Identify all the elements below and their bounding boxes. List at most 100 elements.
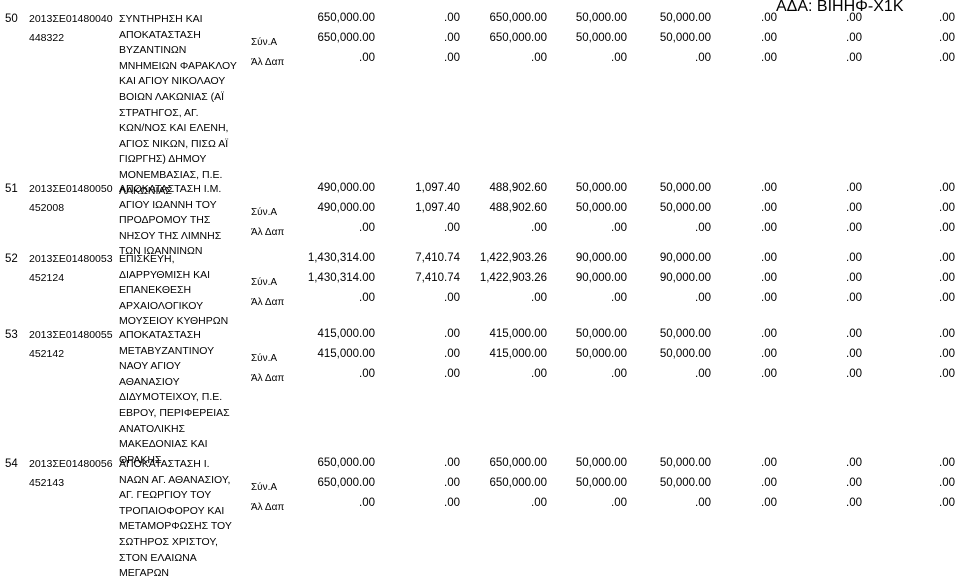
description-line: ΠΡΟΔΡΟΜΟΥ ΤΗΣ xyxy=(119,214,211,227)
description-line: ΛΑΚΩΝΙΑΣ xyxy=(119,184,172,197)
amount-cell: .00 xyxy=(761,368,777,380)
amount-cell: .00 xyxy=(695,222,711,234)
amount-cell: 50,000.00 xyxy=(575,12,627,24)
amount-cell: .00 xyxy=(695,368,711,380)
amount-cell: 50,000.00 xyxy=(659,457,711,469)
amount-cell: .00 xyxy=(846,328,862,340)
amount-cell: 50,000.00 xyxy=(575,32,627,44)
entry-number: 52 xyxy=(5,253,18,265)
amount-cell: .00 xyxy=(359,368,375,380)
amount-cell: .00 xyxy=(761,202,777,214)
amount-cell: .00 xyxy=(761,182,777,194)
amount-cell: .00 xyxy=(444,457,460,469)
amount-cell: .00 xyxy=(695,52,711,64)
amount-cell: 415,000.00 xyxy=(489,348,547,360)
description-line: ΣΤΡΑΤΗΓΟΣ, ΑΓ. xyxy=(119,106,199,119)
description-line: ΑΘΑΝΑΣΙΟΥ xyxy=(119,375,180,388)
amount-cell: .00 xyxy=(846,457,862,469)
ada-header: ΑΔΑ: ΒΙΗΗΦ-Χ1Κ xyxy=(776,0,904,15)
amount-cell: .00 xyxy=(761,32,777,44)
amount-cell: .00 xyxy=(846,477,862,489)
amount-cell: .00 xyxy=(761,348,777,360)
amount-cell: .00 xyxy=(846,292,862,304)
amount-cell: .00 xyxy=(359,497,375,509)
entry-code: 2013ΣΕ01480040 xyxy=(29,13,113,25)
amount-cell: .00 xyxy=(846,182,862,194)
description-line: ΑΓΙΟΣ ΝΙΚΩΝ, ΠΙΣΩ ΑΪ xyxy=(119,137,229,150)
row-label-al: Άλ Δαπ xyxy=(251,502,285,513)
amount-cell: .00 xyxy=(846,52,862,64)
entry-code: 2013ΣΕ01480050 xyxy=(29,183,113,195)
row-label-syn: Σύν.Α xyxy=(251,207,278,218)
amount-cell: 50,000.00 xyxy=(659,477,711,489)
amount-cell: .00 xyxy=(611,497,627,509)
amount-cell: .00 xyxy=(939,32,955,44)
amount-cell: .00 xyxy=(761,52,777,64)
amount-cell: 650,000.00 xyxy=(317,457,375,469)
amount-cell: 488,902.60 xyxy=(489,202,547,214)
amount-cell: 50,000.00 xyxy=(659,182,711,194)
amount-cell: .00 xyxy=(761,252,777,264)
amount-cell: .00 xyxy=(939,292,955,304)
description-line: ΜΝΗΜΕΙΩΝ ΦΑΡΑΚΛΟΥ xyxy=(119,59,237,72)
amount-cell: .00 xyxy=(444,12,460,24)
amount-cell: 1,430,314.00 xyxy=(307,272,375,284)
amount-cell: 1,097.40 xyxy=(415,202,460,214)
amount-cell: .00 xyxy=(444,52,460,64)
entry-code: 2013ΣΕ01480053 xyxy=(29,253,113,265)
entry-description: ΕΠΙΣΚΕΥΗ, ΔΙΑΡΡΥΘΜΙΣΗ ΚΑΙ ΕΠΑΝΕΚΘΕΣΗ ΑΡΧΑΙΟ… xyxy=(119,252,228,330)
description-line: ΘΡΑΚΗΣ xyxy=(119,453,162,466)
amount-cell: .00 xyxy=(939,52,955,64)
amount-cell: .00 xyxy=(846,32,862,44)
amount-cell: .00 xyxy=(444,477,460,489)
amount-cell: .00 xyxy=(611,222,627,234)
description-line: ΑΠΟΚΑΤΑΣΤΑΣΗ Ι.Μ. xyxy=(119,183,222,195)
amount-cell: 1,422,903.26 xyxy=(479,252,547,264)
description-line: ΔΙΔΥΜΟΤΕΙΧΟΥ, Π.Ε. xyxy=(119,391,223,404)
amount-cell: .00 xyxy=(531,52,547,64)
amount-cell: .00 xyxy=(444,222,460,234)
amount-cell: .00 xyxy=(939,457,955,469)
amount-cell: 490,000.00 xyxy=(317,182,375,194)
amount-cell: 1,430,314.00 xyxy=(307,252,375,264)
amount-cell: 7,410.74 xyxy=(415,272,460,284)
entry-sub-code: 452124 xyxy=(29,272,65,284)
entry-number: 50 xyxy=(5,13,18,25)
amount-cell: .00 xyxy=(939,12,955,24)
row-label-syn: Σύν.Α xyxy=(251,277,278,288)
amount-cell: .00 xyxy=(846,272,862,284)
amount-cell: .00 xyxy=(846,252,862,264)
amount-cell: 7,410.74 xyxy=(415,252,460,264)
description-line: ΒΟΙΩΝ ΛΑΚΩΝΙΑΣ (ΑΪ xyxy=(119,90,225,103)
amount-cell: 488,902.60 xyxy=(489,182,547,194)
description-line: ΔΙΑΡΡΥΘΜΙΣΗ ΚΑΙ xyxy=(119,268,211,281)
description-line: ΑΓΙΟΥ ΙΩΑΝΝΗ ΤΟΥ xyxy=(119,198,217,211)
entry-code: 2013ΣΕ01480056 xyxy=(29,458,113,470)
amount-cell: .00 xyxy=(761,457,777,469)
description-line: ΒΥΖΑΝΤΙΝΩΝ xyxy=(119,44,187,57)
amount-cell: .00 xyxy=(761,12,777,24)
description-line: ΣΤΟΝ ΕΛΑΙΩΝΑ xyxy=(119,551,197,564)
amount-cell: .00 xyxy=(761,477,777,489)
amount-cell: .00 xyxy=(761,328,777,340)
amount-cell: .00 xyxy=(846,368,862,380)
amount-cell: 650,000.00 xyxy=(489,12,547,24)
amount-cell: 1,097.40 xyxy=(415,182,460,194)
amount-cell: 50,000.00 xyxy=(575,457,627,469)
amount-cell: 50,000.00 xyxy=(659,32,711,44)
amount-cell: .00 xyxy=(761,292,777,304)
entry-sub-code: 452142 xyxy=(29,348,65,360)
entry-code: 2013ΣΕ01480055 xyxy=(29,329,113,341)
description-line: ΕΒΡΟΥ, ΠΕΡΙΦΕΡΕΙΑΣ xyxy=(119,406,230,419)
description-line: ΤΩΝ ΙΩΑΝΝΙΝΩΝ xyxy=(119,245,203,258)
amount-cell: .00 xyxy=(444,328,460,340)
amount-cell: 90,000.00 xyxy=(575,252,627,264)
amount-cell: .00 xyxy=(444,292,460,304)
description-line: ΝΗΣΟΥ ΤΗΣ ΛΙΜΝΗΣ xyxy=(119,229,222,242)
amount-cell: .00 xyxy=(531,497,547,509)
amount-cell: .00 xyxy=(939,272,955,284)
description-line: ΝΑΩΝ ΑΓ. ΑΘΑΝΑΣΙΟΥ, xyxy=(119,473,231,486)
amount-cell: .00 xyxy=(939,252,955,264)
row-label-syn: Σύν.Α xyxy=(251,37,278,48)
amount-cell: 50,000.00 xyxy=(575,182,627,194)
